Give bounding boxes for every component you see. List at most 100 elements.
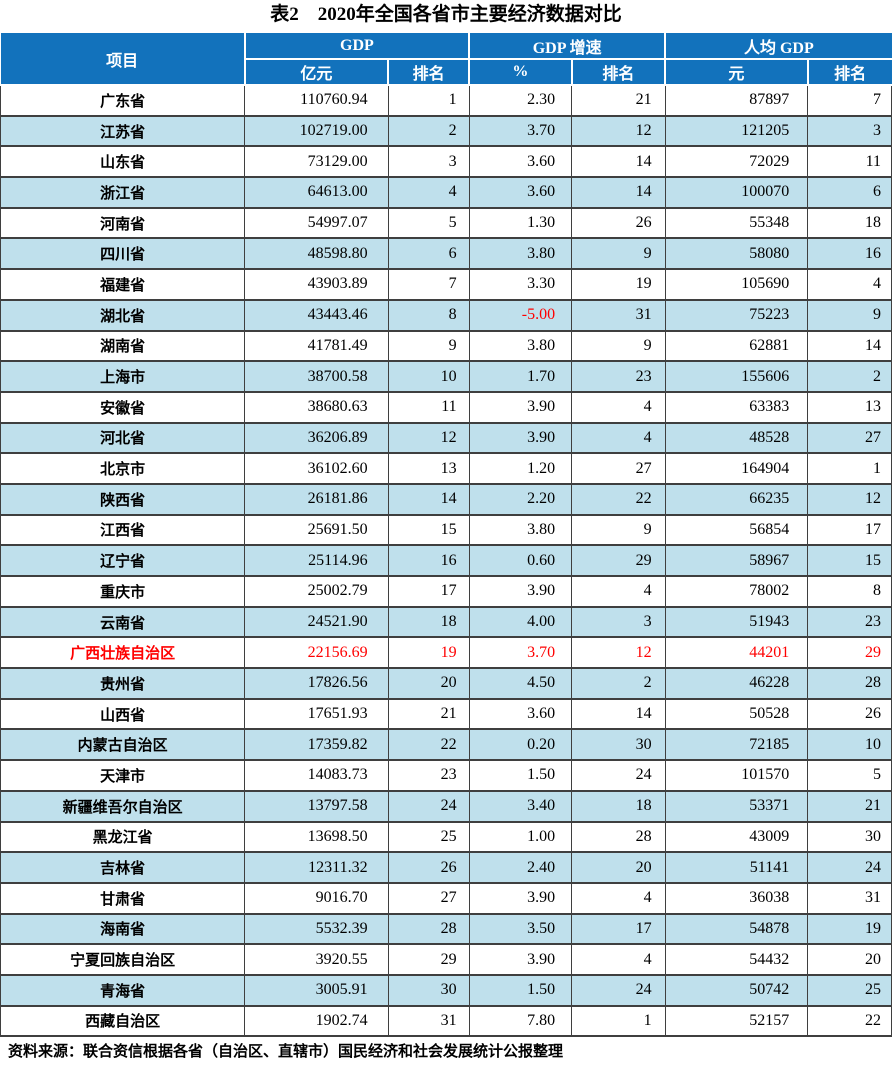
cell-province: 青海省 — [0, 973, 246, 1007]
cell-province: 江西省 — [0, 513, 246, 547]
cell-province: 云南省 — [0, 605, 246, 639]
table-row: 广西壮族自治区 22156.69 19 3.70 12 44201 29 — [0, 636, 892, 670]
cell-province: 辽宁省 — [0, 544, 246, 577]
cell-gdp-rank: 2 — [387, 114, 470, 148]
cell-gdp-rank: 9 — [387, 329, 470, 363]
cell-growth-rank: 21 — [571, 84, 666, 117]
cell-gdp-rank: 8 — [387, 298, 470, 332]
cell-gdp-rank: 19 — [387, 636, 470, 670]
cell-gdp-value: 25691.50 — [244, 513, 389, 547]
cell-growth-value: 1.20 — [468, 452, 573, 485]
cell-growth-value: 3.60 — [468, 697, 573, 731]
table-row: 河南省 54997.07 5 1.30 26 55348 18 — [0, 206, 892, 240]
cell-per-capita-value: 87897 — [664, 84, 809, 117]
cell-per-capita-rank: 23 — [807, 605, 892, 639]
cell-gdp-rank: 31 — [387, 1004, 470, 1038]
cell-per-capita-rank: 22 — [807, 1004, 892, 1038]
cell-per-capita-value: 58967 — [664, 544, 809, 577]
cell-gdp-rank: 21 — [387, 697, 470, 731]
cell-growth-rank: 4 — [571, 881, 666, 915]
cell-per-capita-value: 105690 — [664, 268, 809, 301]
cell-growth-value: 1.00 — [468, 820, 573, 854]
cell-per-capita-rank: 5 — [807, 759, 892, 792]
cell-per-capita-value: 46228 — [664, 667, 809, 700]
cell-province: 山东省 — [0, 145, 246, 179]
cell-gdp-rank: 15 — [387, 513, 470, 547]
cell-per-capita-rank: 4 — [807, 268, 892, 301]
cell-per-capita-value: 43009 — [664, 820, 809, 854]
cell-per-capita-value: 164904 — [664, 452, 809, 485]
cell-per-capita-rank: 25 — [807, 973, 892, 1007]
table-body: 广东省 110760.94 1 2.30 21 87897 7 江苏省 102719.00 2 3.… — [0, 84, 892, 1038]
cell-per-capita-rank: 6 — [807, 176, 892, 209]
cell-growth-value: 0.60 — [468, 544, 573, 577]
cell-growth-rank: 9 — [571, 329, 666, 363]
header-gdp-rank: 排名 — [387, 58, 471, 86]
table-row: 福建省 43903.89 7 3.30 19 105690 4 — [0, 268, 892, 301]
cell-growth-rank: 24 — [571, 759, 666, 792]
cell-growth-value: 7.80 — [468, 1004, 573, 1038]
cell-per-capita-value: 72029 — [664, 145, 809, 179]
cell-growth-value: 3.80 — [468, 237, 573, 271]
cell-gdp-value: 64613.00 — [244, 176, 389, 209]
cell-per-capita-value: 36038 — [664, 881, 809, 915]
cell-gdp-rank: 7 — [387, 268, 470, 301]
cell-province: 广西壮族自治区 — [0, 636, 246, 670]
cell-growth-value: 3.90 — [468, 390, 573, 424]
cell-per-capita-value: 100070 — [664, 176, 809, 209]
cell-growth-value: 3.30 — [468, 268, 573, 301]
table-header: 项目 GDP GDP 增速 人均 GDP 亿元 排名 % 排名 元 排名 — [0, 33, 892, 86]
cell-gdp-value: 25002.79 — [244, 575, 389, 608]
cell-growth-rank: 1 — [571, 1004, 666, 1038]
cell-growth-rank: 19 — [571, 268, 666, 301]
header-per-capita-gdp-group: 人均 GDP — [664, 33, 892, 60]
cell-gdp-rank: 20 — [387, 667, 470, 700]
cell-gdp-value: 13698.50 — [244, 820, 389, 854]
cell-per-capita-rank: 19 — [807, 912, 892, 946]
cell-per-capita-rank: 31 — [807, 881, 892, 915]
header-gdp-unit: 亿元 — [243, 58, 390, 86]
cell-per-capita-rank: 16 — [807, 237, 892, 271]
cell-gdp-rank: 29 — [387, 943, 470, 976]
cell-per-capita-value: 121205 — [664, 114, 809, 148]
cell-gdp-value: 73129.00 — [244, 145, 389, 179]
cell-gdp-rank: 6 — [387, 237, 470, 271]
cell-gdp-rank: 4 — [387, 176, 470, 209]
cell-province: 海南省 — [0, 912, 246, 946]
cell-per-capita-value: 78002 — [664, 575, 809, 608]
cell-per-capita-value: 54432 — [664, 943, 809, 976]
cell-province: 吉林省 — [0, 851, 246, 884]
cell-gdp-rank: 18 — [387, 605, 470, 639]
cell-gdp-rank: 30 — [387, 973, 470, 1007]
cell-province: 重庆市 — [0, 575, 246, 608]
cell-province: 四川省 — [0, 237, 246, 271]
cell-gdp-value: 102719.00 — [244, 114, 389, 148]
cell-gdp-rank: 24 — [387, 789, 470, 823]
cell-province: 江苏省 — [0, 114, 246, 148]
table-row: 浙江省 64613.00 4 3.60 14 100070 6 — [0, 176, 892, 209]
header-growth-unit: % — [468, 58, 573, 86]
source-note: 资料来源：联合资信根据各省（自治区、直辖市）国民经济和社会发展统计公报整理 — [8, 1044, 564, 1061]
cell-gdp-value: 38680.63 — [244, 390, 389, 424]
cell-growth-value: 3.70 — [468, 114, 573, 148]
cell-per-capita-rank: 12 — [807, 482, 892, 516]
cell-gdp-value: 48598.80 — [244, 237, 389, 271]
cell-growth-rank: 26 — [571, 206, 666, 240]
cell-province: 福建省 — [0, 268, 246, 301]
cell-gdp-value: 22156.69 — [244, 636, 389, 670]
cell-per-capita-value: 62881 — [664, 329, 809, 363]
cell-gdp-value: 1902.74 — [244, 1004, 389, 1038]
cell-growth-value: 1.50 — [468, 973, 573, 1007]
cell-growth-rank: 9 — [571, 237, 666, 271]
cell-growth-value: 3.80 — [468, 329, 573, 363]
cell-per-capita-rank: 29 — [807, 636, 892, 670]
cell-per-capita-value: 56854 — [664, 513, 809, 547]
cell-growth-value: 2.30 — [468, 84, 573, 117]
table-row: 天津市 14083.73 23 1.50 24 101570 5 — [0, 759, 892, 792]
cell-growth-rank: 30 — [571, 728, 666, 762]
table-row: 陕西省 26181.86 14 2.20 22 66235 12 — [0, 482, 892, 516]
cell-province: 广东省 — [0, 84, 246, 117]
table-row: 江苏省 102719.00 2 3.70 12 121205 3 — [0, 114, 892, 148]
cell-per-capita-rank: 2 — [807, 360, 892, 393]
cell-growth-value: 2.20 — [468, 482, 573, 516]
